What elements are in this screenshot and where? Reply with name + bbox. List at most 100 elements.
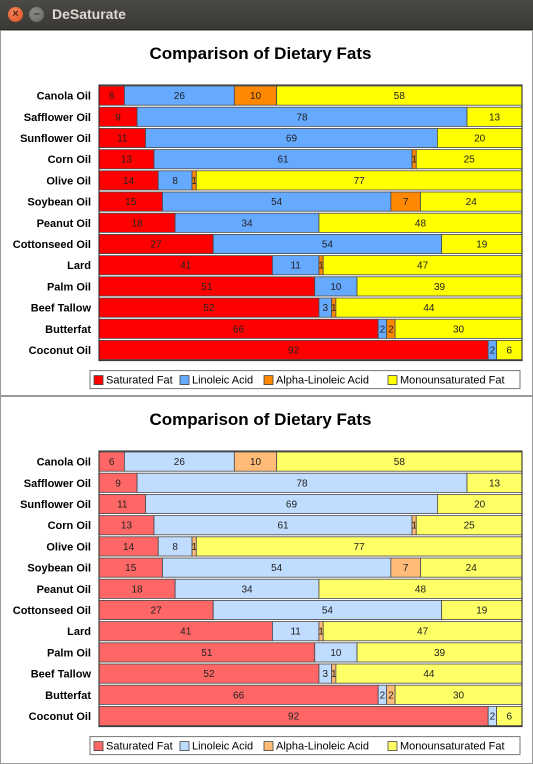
data-label: 54	[322, 606, 334, 617]
category-label: Olive Oil	[46, 175, 91, 187]
legend-label: Linoleic Acid	[192, 741, 253, 753]
data-label: 20	[474, 500, 486, 511]
legend-swatch	[93, 375, 104, 386]
data-label: 2	[388, 324, 394, 335]
data-label: 30	[453, 324, 465, 335]
category-label: Coconut Oil	[29, 711, 91, 723]
category-label: Lard	[67, 260, 91, 272]
minimize-button[interactable]: –	[29, 7, 44, 22]
data-label: 13	[489, 112, 501, 123]
data-label: 18	[132, 218, 144, 229]
data-label: 51	[201, 282, 213, 293]
data-label: 14	[123, 542, 135, 553]
data-label: 1	[191, 176, 197, 187]
data-label: 26	[174, 457, 186, 468]
chart-title: Comparison of Dietary Fats	[150, 44, 372, 63]
chart-desaturated: Comparison of Dietary Fats Canola Oil 6 26 1…	[13, 410, 523, 756]
data-label: 1	[331, 669, 337, 680]
minimize-icon: –	[33, 8, 40, 20]
data-label: 19	[476, 240, 488, 251]
data-label: 30	[453, 690, 465, 701]
data-label: 41	[180, 261, 192, 272]
data-label: 7	[403, 563, 409, 574]
data-label: 78	[296, 112, 308, 123]
data-label: 27	[151, 606, 163, 617]
data-label: 1	[411, 521, 417, 532]
data-label: 24	[466, 563, 478, 574]
category-label: Butterfat	[45, 324, 91, 336]
data-label: 48	[415, 218, 427, 229]
category-label: Coconut Oil	[29, 345, 91, 357]
close-button[interactable]: ×	[8, 7, 23, 22]
data-label: 58	[394, 91, 406, 102]
close-icon: ×	[12, 8, 19, 20]
legend-label: Linoleic Acid	[192, 375, 253, 387]
legend-swatch	[387, 375, 398, 386]
data-label: 52	[203, 303, 215, 314]
category-label: Corn Oil	[48, 520, 91, 532]
data-label: 18	[132, 584, 144, 595]
category-label: Palm Oil	[47, 647, 91, 659]
data-label: 92	[288, 346, 300, 357]
data-label: 20	[474, 134, 486, 145]
data-label: 92	[288, 712, 300, 723]
category-label: Canola Oil	[37, 91, 91, 103]
data-label: 1	[191, 542, 197, 553]
data-label: 8	[172, 176, 178, 187]
data-label: 1	[318, 261, 324, 272]
data-label: 66	[233, 690, 245, 701]
legend-label: Monounsaturated Fat	[400, 741, 505, 753]
legend-swatch	[93, 741, 104, 752]
category-label: Peanut Oil	[37, 218, 91, 230]
data-label: 8	[172, 542, 178, 553]
data-label: 41	[180, 627, 192, 638]
data-label: 52	[203, 669, 215, 680]
category-label: Safflower Oil	[24, 478, 91, 490]
data-label: 69	[286, 500, 298, 511]
data-label: 6	[109, 91, 115, 102]
category-label: Lard	[67, 626, 91, 638]
data-label: 1	[318, 627, 324, 638]
data-label: 7	[403, 197, 409, 208]
data-label: 11	[290, 261, 301, 272]
data-label: 77	[354, 176, 366, 187]
category-label: Safflower Oil	[24, 112, 91, 124]
data-label: 54	[271, 563, 283, 574]
category-label: Beef Tallow	[31, 669, 92, 681]
data-label: 6	[507, 346, 513, 357]
plot-border	[98, 450, 523, 728]
plot-border	[98, 84, 523, 362]
category-label: Soybean Oil	[27, 563, 91, 575]
chart-title: Comparison of Dietary Fats	[150, 410, 372, 429]
category-label: Sunflower Oil	[20, 133, 91, 145]
data-label: 51	[201, 648, 213, 659]
data-label: 48	[415, 584, 427, 595]
data-label: 54	[322, 240, 334, 251]
chart-panel-desaturated: Comparison of Dietary Fats Canola Oil 6 26 1…	[0, 396, 533, 764]
data-label: 44	[423, 669, 435, 680]
category-label: Canola Oil	[37, 457, 91, 469]
data-label: 27	[151, 240, 163, 251]
data-label: 15	[125, 197, 137, 208]
data-label: 78	[296, 478, 308, 489]
data-label: 11	[117, 134, 128, 145]
data-label: 39	[434, 282, 446, 293]
data-label: 10	[250, 457, 262, 468]
data-label: 19	[476, 606, 488, 617]
data-label: 58	[394, 457, 406, 468]
data-label: 26	[174, 91, 186, 102]
legend-label: Saturated Fat	[106, 741, 173, 753]
data-label: 1	[331, 303, 337, 314]
data-label: 11	[117, 500, 128, 511]
data-label: 10	[250, 91, 262, 102]
data-label: 2	[388, 690, 394, 701]
data-label: 34	[241, 218, 253, 229]
data-label: 54	[271, 197, 283, 208]
data-label: 6	[109, 457, 115, 468]
legend-swatch	[179, 741, 190, 752]
legend-swatch	[179, 375, 190, 386]
data-label: 9	[115, 478, 121, 489]
legend-label: Alpha-Linoleic Acid	[276, 741, 369, 753]
data-label: 77	[354, 542, 366, 553]
